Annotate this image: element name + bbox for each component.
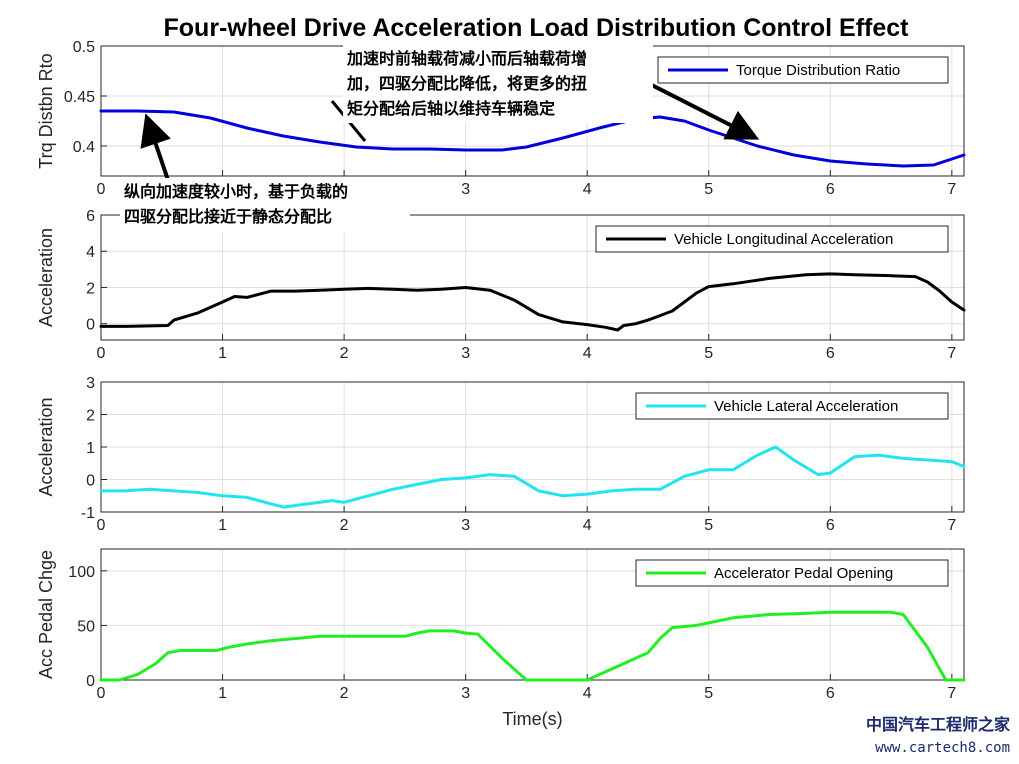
y-axis-label: Acceleration xyxy=(36,397,56,496)
watermark-line: 中国汽车工程师之家 xyxy=(866,715,1011,734)
x-tick-label: 3 xyxy=(461,345,470,362)
x-tick-label: 5 xyxy=(704,181,713,198)
x-tick-label: 2 xyxy=(340,517,349,534)
x-tick-label: 5 xyxy=(704,517,713,534)
legend-label: Vehicle Longitudinal Acceleration xyxy=(674,231,893,248)
x-tick-label: 0 xyxy=(97,517,106,534)
x-tick-label: 2 xyxy=(340,685,349,702)
x-tick-label: 3 xyxy=(461,181,470,198)
x-tick-label: 5 xyxy=(704,345,713,362)
y-tick-label: 4 xyxy=(86,244,95,261)
x-tick-label: 4 xyxy=(583,181,592,198)
subplot-4: 0 1 2 3 4 5 6 7 0 50 100 Acc Pedal Chge Accelerator … xyxy=(36,548,966,702)
annotation-arrow xyxy=(633,74,760,140)
x-tick-label: 7 xyxy=(947,181,956,198)
annotation-line: 加，四驱分配比降低，将更多的扭 xyxy=(346,74,587,93)
x-tick-label: 4 xyxy=(583,517,592,534)
y-tick-label: 0 xyxy=(86,673,95,690)
x-tick-label: 7 xyxy=(947,345,956,362)
y-axis-label: Acc Pedal Chge xyxy=(36,550,56,679)
x-tick-label: 0 xyxy=(97,345,106,362)
y-axis-label: Trq Distbn Rto xyxy=(36,53,56,168)
subplot-panels: 0 1 2 3 4 5 6 7 0.4 0.45 0.5 Trq Distbn Rto Torque D… xyxy=(36,39,966,729)
y-tick-label: 3 xyxy=(86,375,95,392)
y-tick-label: 1 xyxy=(86,440,95,457)
legend-label: Torque Distribution Ratio xyxy=(736,62,900,79)
legend: Torque Distribution Ratio xyxy=(657,56,949,84)
y-tick-label: 0 xyxy=(86,473,95,490)
legend: Accelerator Pedal Opening xyxy=(635,559,949,587)
x-tick-label: 6 xyxy=(826,517,835,534)
watermark: 中国汽车工程师之家 www.cartech8.com xyxy=(866,715,1011,756)
legend: Vehicle Longitudinal Acceleration xyxy=(595,225,949,253)
annotation-line: 四驱分配比接近于静态分配比 xyxy=(124,207,332,226)
x-tick-label: 4 xyxy=(583,345,592,362)
annotation-line: 纵向加速度较小时，基于负载的 xyxy=(124,182,348,201)
y-axis-label: Acceleration xyxy=(36,228,56,327)
series-line-1 xyxy=(99,272,966,332)
x-tick-label: 6 xyxy=(826,685,835,702)
x-tick-label: 6 xyxy=(826,181,835,198)
x-tick-label: 7 xyxy=(947,517,956,534)
y-tick-label: 6 xyxy=(86,208,95,225)
x-tick-label: 6 xyxy=(826,345,835,362)
annotation-background xyxy=(120,178,410,232)
x-tick-label: 4 xyxy=(583,685,592,702)
subplot-2: 0 1 2 3 4 5 6 7 0 2 4 6 Acceleration Vehicle Longitud… xyxy=(36,208,966,362)
y-tick-label: 100 xyxy=(68,564,95,581)
chart-title: Four-wheel Drive Acceleration Load Distr… xyxy=(164,14,910,42)
y-tick-label: 0 xyxy=(86,317,95,334)
legend-label: Vehicle Lateral Acceleration xyxy=(714,398,898,415)
series-line-1 xyxy=(99,610,966,682)
x-tick-label: 0 xyxy=(97,181,106,198)
legend: Vehicle Lateral Acceleration xyxy=(635,392,949,420)
x-tick-label: 0 xyxy=(97,685,106,702)
annotation-line: 加速时前轴载荷减小而后轴载荷增 xyxy=(346,49,587,68)
x-tick-label: 1 xyxy=(218,345,227,362)
x-tick-label: 3 xyxy=(461,685,470,702)
series-line-1 xyxy=(99,445,966,509)
x-tick-label: 1 xyxy=(218,517,227,534)
watermark-line: www.cartech8.com xyxy=(875,740,1010,756)
annotation-background xyxy=(343,43,653,123)
y-tick-label: -1 xyxy=(81,505,95,522)
y-tick-label: 2 xyxy=(86,408,95,425)
x-tick-label: 1 xyxy=(218,685,227,702)
y-tick-label: 50 xyxy=(77,618,95,635)
y-tick-label: 2 xyxy=(86,280,95,297)
legend-label: Accelerator Pedal Opening xyxy=(714,565,893,582)
x-tick-label: 7 xyxy=(947,685,956,702)
annotation-arrow xyxy=(140,113,172,187)
x-axis-label: Time(s) xyxy=(502,709,562,729)
axes-box xyxy=(100,214,965,341)
annotation-static-ratio: 纵向加速度较小时，基于负载的 四驱分配比接近于静态分配比 xyxy=(120,178,410,232)
y-tick-label: 0.4 xyxy=(73,139,95,156)
annotation-load-transfer: 加速时前轴载荷减小而后轴载荷增 加，四驱分配比降低，将更多的扭 矩分配给后轴以维… xyxy=(343,43,653,123)
x-tick-label: 2 xyxy=(340,345,349,362)
y-tick-label: 0.45 xyxy=(64,89,95,106)
series-line-1 xyxy=(99,109,966,168)
y-tick-label: 0.5 xyxy=(73,39,95,56)
annotation-line: 矩分配给后轴以维持车辆稳定 xyxy=(347,99,555,118)
x-tick-label: 3 xyxy=(461,517,470,534)
x-tick-label: 5 xyxy=(704,685,713,702)
